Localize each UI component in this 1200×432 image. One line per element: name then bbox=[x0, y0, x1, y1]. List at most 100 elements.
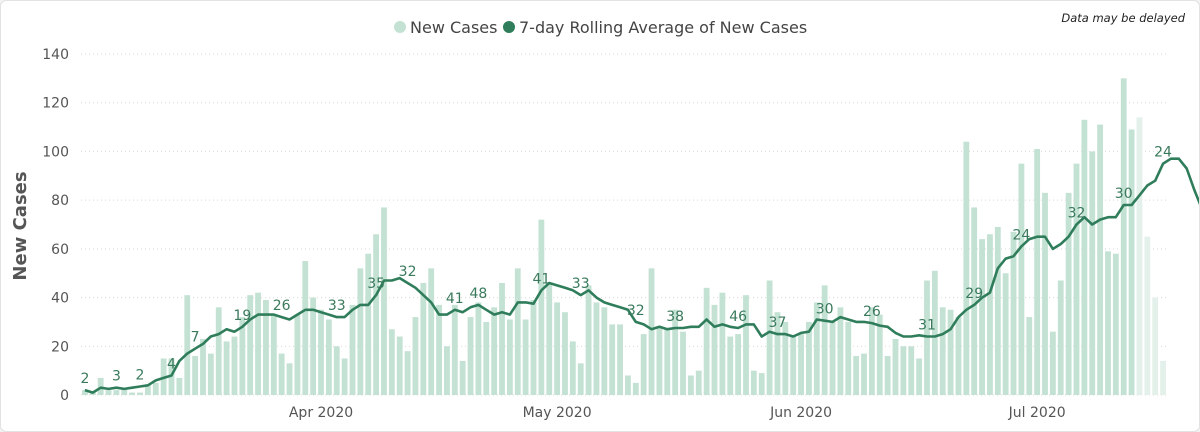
bar-new-cases[interactable] bbox=[129, 392, 136, 395]
bar-new-cases[interactable] bbox=[200, 338, 206, 395]
bar-new-cases[interactable] bbox=[499, 282, 505, 395]
bar-new-cases[interactable] bbox=[845, 321, 852, 395]
bar-new-cases[interactable] bbox=[137, 392, 143, 395]
bar-new-cases[interactable] bbox=[310, 297, 317, 395]
bar-new-cases[interactable] bbox=[152, 382, 159, 395]
bar-new-cases[interactable] bbox=[813, 302, 820, 395]
bar-new-cases[interactable] bbox=[530, 300, 537, 395]
bar-new-cases[interactable] bbox=[884, 356, 891, 395]
bar-new-cases[interactable] bbox=[333, 346, 340, 395]
bar-new-cases[interactable] bbox=[1144, 236, 1151, 395]
bar-new-cases[interactable] bbox=[467, 317, 474, 395]
bar-new-cases[interactable] bbox=[625, 375, 631, 395]
bar-new-cases[interactable] bbox=[908, 346, 915, 395]
bar-new-cases[interactable] bbox=[239, 317, 246, 395]
bar-new-cases[interactable] bbox=[381, 207, 387, 395]
bar-new-cases[interactable] bbox=[121, 387, 128, 395]
bar-new-cases[interactable] bbox=[743, 295, 749, 395]
bar-new-cases[interactable] bbox=[365, 253, 372, 395]
bar-new-cases[interactable] bbox=[82, 390, 88, 395]
bar-new-cases[interactable] bbox=[522, 319, 529, 395]
bar-new-cases[interactable] bbox=[436, 304, 442, 395]
bar-new-cases[interactable] bbox=[223, 341, 230, 395]
bar-new-cases[interactable] bbox=[609, 324, 616, 395]
bar-new-cases[interactable] bbox=[444, 346, 450, 395]
bar-new-cases[interactable] bbox=[829, 321, 836, 395]
bar-new-cases[interactable] bbox=[577, 363, 584, 395]
bar-new-cases[interactable] bbox=[916, 358, 923, 395]
bar-new-cases[interactable] bbox=[1081, 119, 1088, 395]
bar-new-cases[interactable] bbox=[286, 363, 293, 395]
bar-new-cases[interactable] bbox=[695, 370, 702, 395]
bar-new-cases[interactable] bbox=[105, 390, 112, 395]
bar-new-cases[interactable] bbox=[617, 324, 623, 395]
bar-new-cases[interactable] bbox=[987, 234, 993, 395]
bar-new-cases[interactable] bbox=[412, 317, 419, 395]
bar-new-cases[interactable] bbox=[255, 292, 261, 395]
bar-new-cases[interactable] bbox=[451, 304, 458, 395]
bar-new-cases[interactable] bbox=[231, 336, 238, 395]
bar-new-cases[interactable] bbox=[357, 268, 364, 395]
bar-new-cases[interactable] bbox=[1152, 297, 1159, 395]
bar-new-cases[interactable] bbox=[735, 334, 742, 395]
bar-new-cases[interactable] bbox=[821, 285, 828, 395]
bar-new-cases[interactable] bbox=[640, 334, 647, 395]
bar-new-cases[interactable] bbox=[601, 307, 608, 395]
bar-new-cases[interactable] bbox=[892, 338, 899, 395]
bar-new-cases[interactable] bbox=[900, 346, 907, 395]
bar-new-cases[interactable] bbox=[278, 353, 285, 395]
bar-new-cases[interactable] bbox=[176, 377, 183, 395]
bar-new-cases[interactable] bbox=[349, 304, 356, 395]
bar-new-cases[interactable] bbox=[420, 282, 427, 395]
bar-new-cases[interactable] bbox=[876, 314, 883, 395]
bar-new-cases[interactable] bbox=[672, 309, 679, 395]
bar-new-cases[interactable] bbox=[325, 319, 332, 395]
bar-new-cases[interactable] bbox=[774, 312, 781, 395]
bar-new-cases[interactable] bbox=[546, 282, 553, 395]
bar-new-cases[interactable] bbox=[1034, 148, 1041, 395]
bar-new-cases[interactable] bbox=[593, 302, 600, 395]
bar-new-cases[interactable] bbox=[506, 319, 513, 395]
bar-new-cases[interactable] bbox=[979, 239, 985, 395]
bar-new-cases[interactable] bbox=[931, 270, 938, 395]
bar-new-cases[interactable] bbox=[569, 341, 576, 395]
bar-new-cases[interactable] bbox=[1089, 151, 1096, 395]
bar-new-cases[interactable] bbox=[373, 234, 380, 395]
bar-new-cases[interactable] bbox=[656, 326, 663, 395]
bar-new-cases[interactable] bbox=[491, 307, 498, 395]
bar-new-cases[interactable] bbox=[806, 321, 812, 395]
bar-new-cases[interactable] bbox=[868, 307, 875, 395]
bar-new-cases[interactable] bbox=[1073, 163, 1080, 395]
bar-new-cases[interactable] bbox=[483, 321, 490, 395]
bar-new-cases[interactable] bbox=[1049, 331, 1056, 395]
bar-new-cases[interactable] bbox=[294, 314, 301, 395]
bar-new-cases[interactable] bbox=[648, 268, 655, 395]
bar-new-cases[interactable] bbox=[1042, 192, 1048, 395]
bar-new-cases[interactable] bbox=[853, 356, 860, 395]
bar-new-cases[interactable] bbox=[711, 304, 718, 395]
bar-new-cases[interactable] bbox=[1105, 251, 1111, 395]
bar-new-cases[interactable] bbox=[1160, 360, 1166, 395]
bar-new-cases[interactable] bbox=[247, 295, 254, 395]
bar-new-cases[interactable] bbox=[562, 312, 568, 395]
bar-new-cases[interactable] bbox=[428, 268, 435, 395]
bar-new-cases[interactable] bbox=[861, 353, 867, 395]
bar-new-cases[interactable] bbox=[585, 285, 592, 395]
rolling-average-line[interactable] bbox=[84, 157, 1199, 394]
bar-new-cases[interactable] bbox=[939, 307, 946, 395]
legend[interactable]: New Cases 7-day Rolling Average of New C… bbox=[394, 18, 807, 37]
bar-new-cases[interactable] bbox=[971, 207, 978, 395]
bar-new-cases[interactable] bbox=[396, 336, 403, 395]
bar-new-cases[interactable] bbox=[703, 287, 710, 395]
bar-new-cases[interactable] bbox=[837, 307, 844, 395]
bar-new-cases[interactable] bbox=[475, 302, 482, 395]
bar-new-cases[interactable] bbox=[687, 375, 694, 395]
bar-new-cases[interactable] bbox=[1128, 129, 1135, 395]
bar-new-cases[interactable] bbox=[782, 321, 789, 395]
bar-new-cases[interactable] bbox=[113, 390, 120, 395]
bar-new-cases[interactable] bbox=[758, 373, 765, 395]
bar-new-cases[interactable] bbox=[798, 334, 804, 395]
bar-new-cases[interactable] bbox=[1026, 317, 1033, 395]
bar-new-cases[interactable] bbox=[215, 307, 222, 395]
bar-new-cases[interactable] bbox=[404, 351, 411, 395]
